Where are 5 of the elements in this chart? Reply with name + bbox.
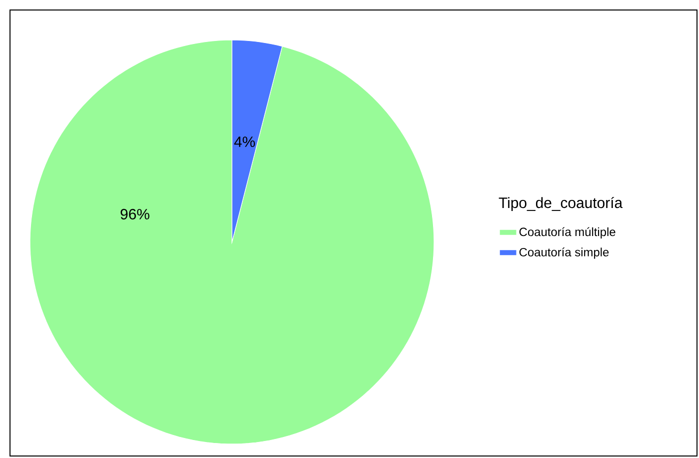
data-label: 4% [234, 136, 255, 148]
legend-label: Coautoría múltiple [519, 227, 616, 239]
legend-title: Tipo_de_coautoría [498, 196, 623, 212]
data-label: 96% [120, 208, 150, 220]
legend-label: Coautoría simple [519, 248, 609, 259]
